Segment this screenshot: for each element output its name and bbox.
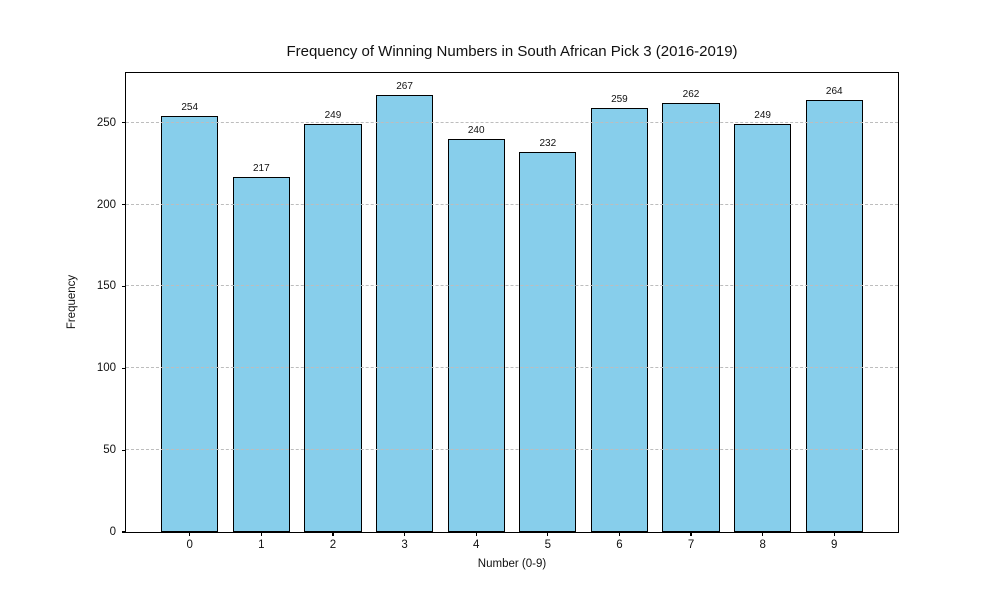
x-tick-mark bbox=[260, 532, 262, 536]
bar-value-label: 267 bbox=[396, 80, 413, 92]
bar: 262 bbox=[662, 89, 720, 532]
x-tick-label: 2 bbox=[329, 539, 337, 551]
x-tick-mark bbox=[403, 532, 406, 536]
bar: 267 bbox=[375, 81, 434, 532]
x-tick-label: 1 bbox=[258, 539, 265, 551]
x-axis-title: Number (0-9) bbox=[477, 558, 547, 570]
x-tick-label: 8 bbox=[759, 539, 766, 551]
bar-value-label: 217 bbox=[253, 162, 270, 174]
y-tick-label: 100 bbox=[96, 362, 116, 375]
x-tick-label: 3 bbox=[401, 539, 408, 551]
y-tick-mark bbox=[122, 531, 126, 533]
y-axis-title: Frequency bbox=[66, 274, 78, 330]
y-tick-mark bbox=[122, 122, 126, 124]
chart-title: Frequency of Winning Numbers in South Af… bbox=[286, 43, 738, 60]
bar-value-label: 262 bbox=[682, 88, 700, 100]
y-tick-label: 50 bbox=[103, 444, 116, 457]
y-tick-label: 250 bbox=[96, 116, 116, 129]
x-tick-label: 6 bbox=[616, 539, 623, 551]
bar: 249 bbox=[304, 110, 362, 532]
x-tick-mark bbox=[618, 532, 620, 536]
bar-value-label: 254 bbox=[181, 102, 199, 114]
bar-value-label: 249 bbox=[754, 110, 771, 122]
bar: 254 bbox=[161, 102, 219, 532]
x-tick-label: 0 bbox=[186, 539, 193, 551]
bar-value-label: 232 bbox=[539, 138, 557, 150]
bar: 217 bbox=[232, 163, 290, 532]
x-tick-mark bbox=[475, 532, 477, 536]
bar: 249 bbox=[734, 110, 792, 532]
x-tick-label: 9 bbox=[831, 539, 838, 551]
bar: 240 bbox=[447, 125, 505, 532]
y-tick-label: 200 bbox=[96, 198, 116, 211]
y-tick-label: 150 bbox=[96, 280, 116, 293]
x-tick-mark bbox=[833, 532, 835, 536]
x-tick-label: 5 bbox=[544, 539, 551, 551]
y-tick-mark bbox=[122, 285, 126, 287]
bar-value-label: 249 bbox=[324, 110, 342, 122]
x-tick-mark bbox=[762, 532, 764, 536]
x-tick-mark bbox=[690, 532, 692, 536]
bar: 232 bbox=[519, 138, 577, 532]
y-tick-mark bbox=[122, 203, 126, 206]
bar-value-label: 259 bbox=[611, 93, 628, 105]
x-tick-mark bbox=[332, 532, 334, 536]
x-tick-label: 4 bbox=[472, 539, 480, 551]
bar-value-label: 240 bbox=[467, 125, 485, 136]
gridline bbox=[126, 121, 898, 123]
x-tick-mark bbox=[547, 532, 549, 536]
bar: 259 bbox=[590, 94, 649, 532]
x-tick-mark bbox=[189, 532, 191, 536]
y-tick-mark bbox=[122, 449, 126, 451]
y-tick-label: 0 bbox=[109, 526, 116, 538]
x-tick-label: 7 bbox=[687, 539, 695, 551]
y-tick-mark bbox=[122, 367, 126, 369]
bar-value-label: 264 bbox=[825, 85, 843, 97]
bar: 264 bbox=[805, 86, 863, 532]
plot-area: 254 0 217 1 249 2 267 3 240 4 232 5 259 6 262 7 249 8 264 9… bbox=[97, 72, 899, 551]
